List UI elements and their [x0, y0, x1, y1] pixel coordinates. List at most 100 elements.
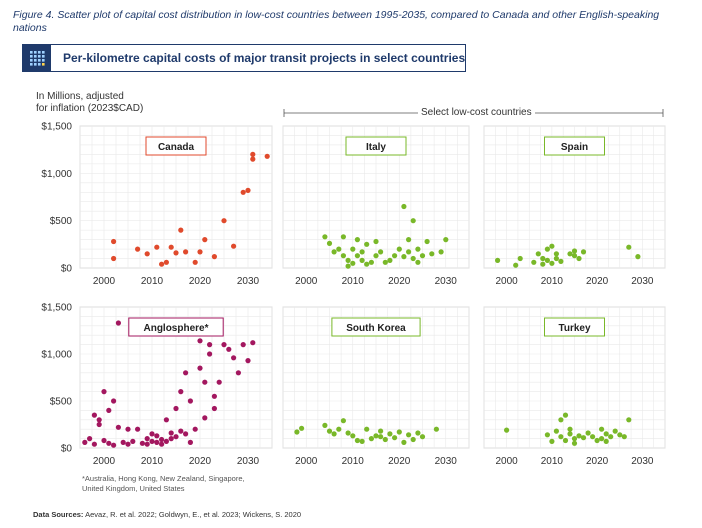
data-point — [410, 255, 416, 262]
data-point — [354, 253, 360, 259]
data-point — [603, 431, 609, 437]
footnote-line2: United Kingdom, United States — [82, 483, 185, 493]
data-point — [612, 428, 618, 434]
x-tick-label: 2030 — [237, 456, 260, 467]
data-point — [594, 437, 600, 444]
data-point — [406, 249, 412, 255]
data-point — [562, 412, 569, 418]
data-point — [299, 425, 305, 431]
data-point — [135, 246, 141, 252]
data-point — [368, 436, 374, 442]
data-point — [207, 342, 213, 348]
data-point — [96, 421, 102, 428]
data-point — [373, 253, 379, 259]
data-point — [115, 320, 121, 326]
panel-canada: 2000 2010 2020 2030 $0 $500 $1,000 $1,500 Canada — [41, 122, 273, 287]
data-point — [364, 426, 370, 432]
data-point — [544, 432, 551, 438]
data-point — [250, 340, 256, 346]
data-point — [585, 430, 591, 436]
data-point — [173, 434, 179, 440]
data-point — [211, 254, 217, 260]
data-point — [144, 441, 150, 447]
data-point — [139, 440, 145, 446]
data-point — [549, 438, 555, 444]
data-point — [626, 244, 632, 250]
data-point — [211, 393, 217, 399]
x-tick-label: 2010 — [141, 276, 164, 287]
data-point — [168, 244, 174, 250]
data-point — [544, 257, 551, 263]
x-tick-label: 2010 — [342, 456, 365, 467]
data-point — [231, 243, 237, 249]
data-point — [558, 258, 564, 264]
data-point — [392, 435, 398, 441]
data-point — [245, 358, 251, 364]
data-point — [322, 422, 328, 428]
grid-logo-icon — [23, 45, 51, 71]
data-point — [91, 412, 97, 418]
data-point — [211, 405, 217, 412]
x-tick-label: 2000 — [496, 276, 519, 287]
data-point — [111, 442, 117, 448]
x-tick-label: 2030 — [435, 456, 458, 467]
data-point — [197, 249, 203, 255]
data-point — [154, 433, 160, 439]
data-point — [567, 426, 573, 432]
x-tick-label: 2020 — [586, 276, 609, 287]
data-point — [504, 427, 510, 433]
data-point — [387, 431, 393, 437]
data-point — [207, 351, 213, 357]
x-tick-label: 2000 — [496, 456, 519, 467]
data-point — [580, 249, 587, 255]
data-point — [106, 440, 112, 446]
data-point — [159, 436, 165, 443]
data-point — [187, 398, 193, 404]
x-tick-label: 2020 — [388, 276, 411, 287]
data-point — [202, 415, 208, 421]
panel-title: South Korea — [346, 323, 406, 334]
data-point — [603, 438, 609, 444]
data-point — [378, 434, 384, 440]
data-point — [576, 255, 582, 262]
data-point — [340, 418, 346, 424]
data-point — [364, 241, 370, 247]
data-point — [599, 436, 605, 442]
y-tick-label: $1,500 — [41, 122, 72, 133]
data-point — [125, 441, 131, 447]
data-point — [354, 237, 360, 243]
data-point — [163, 259, 169, 265]
x-tick-label: 2010 — [342, 276, 365, 287]
data-point — [183, 370, 189, 376]
data-point — [111, 398, 117, 404]
panel-title-box — [331, 317, 421, 337]
data-point — [443, 237, 449, 243]
y-tick-label: $0 — [61, 444, 73, 455]
data-point — [340, 234, 346, 240]
data-sources: Data Sources: Aevaz, R. et al. 2022; Gol… — [33, 510, 301, 519]
data-point — [202, 237, 208, 243]
data-point — [438, 249, 444, 255]
data-point — [336, 426, 342, 432]
x-tick-label: 2030 — [631, 276, 654, 287]
data-point — [331, 249, 337, 255]
y-axis-label-line2: for inflation (2023$CAD) — [36, 103, 144, 114]
data-point — [433, 426, 439, 432]
x-tick-label: 2030 — [631, 456, 654, 467]
data-point — [558, 417, 564, 423]
data-point — [294, 429, 300, 435]
data-point — [567, 251, 573, 257]
x-tick-label: 2010 — [141, 456, 164, 467]
data-point — [178, 428, 184, 434]
data-point — [419, 253, 426, 259]
footnote-line1: *Australia, Hong Kong, New Zealand, Sing… — [82, 474, 245, 483]
data-point — [608, 434, 614, 440]
anglosphere-footnote: *Australia, Hong Kong, New Zealand, Sing… — [82, 474, 282, 493]
data-point — [553, 251, 560, 257]
x-tick-label: 2000 — [93, 276, 116, 287]
x-tick-label: 2010 — [541, 276, 564, 287]
data-point — [144, 251, 150, 257]
data-point — [517, 255, 523, 262]
panel-title: Italy — [366, 142, 386, 153]
